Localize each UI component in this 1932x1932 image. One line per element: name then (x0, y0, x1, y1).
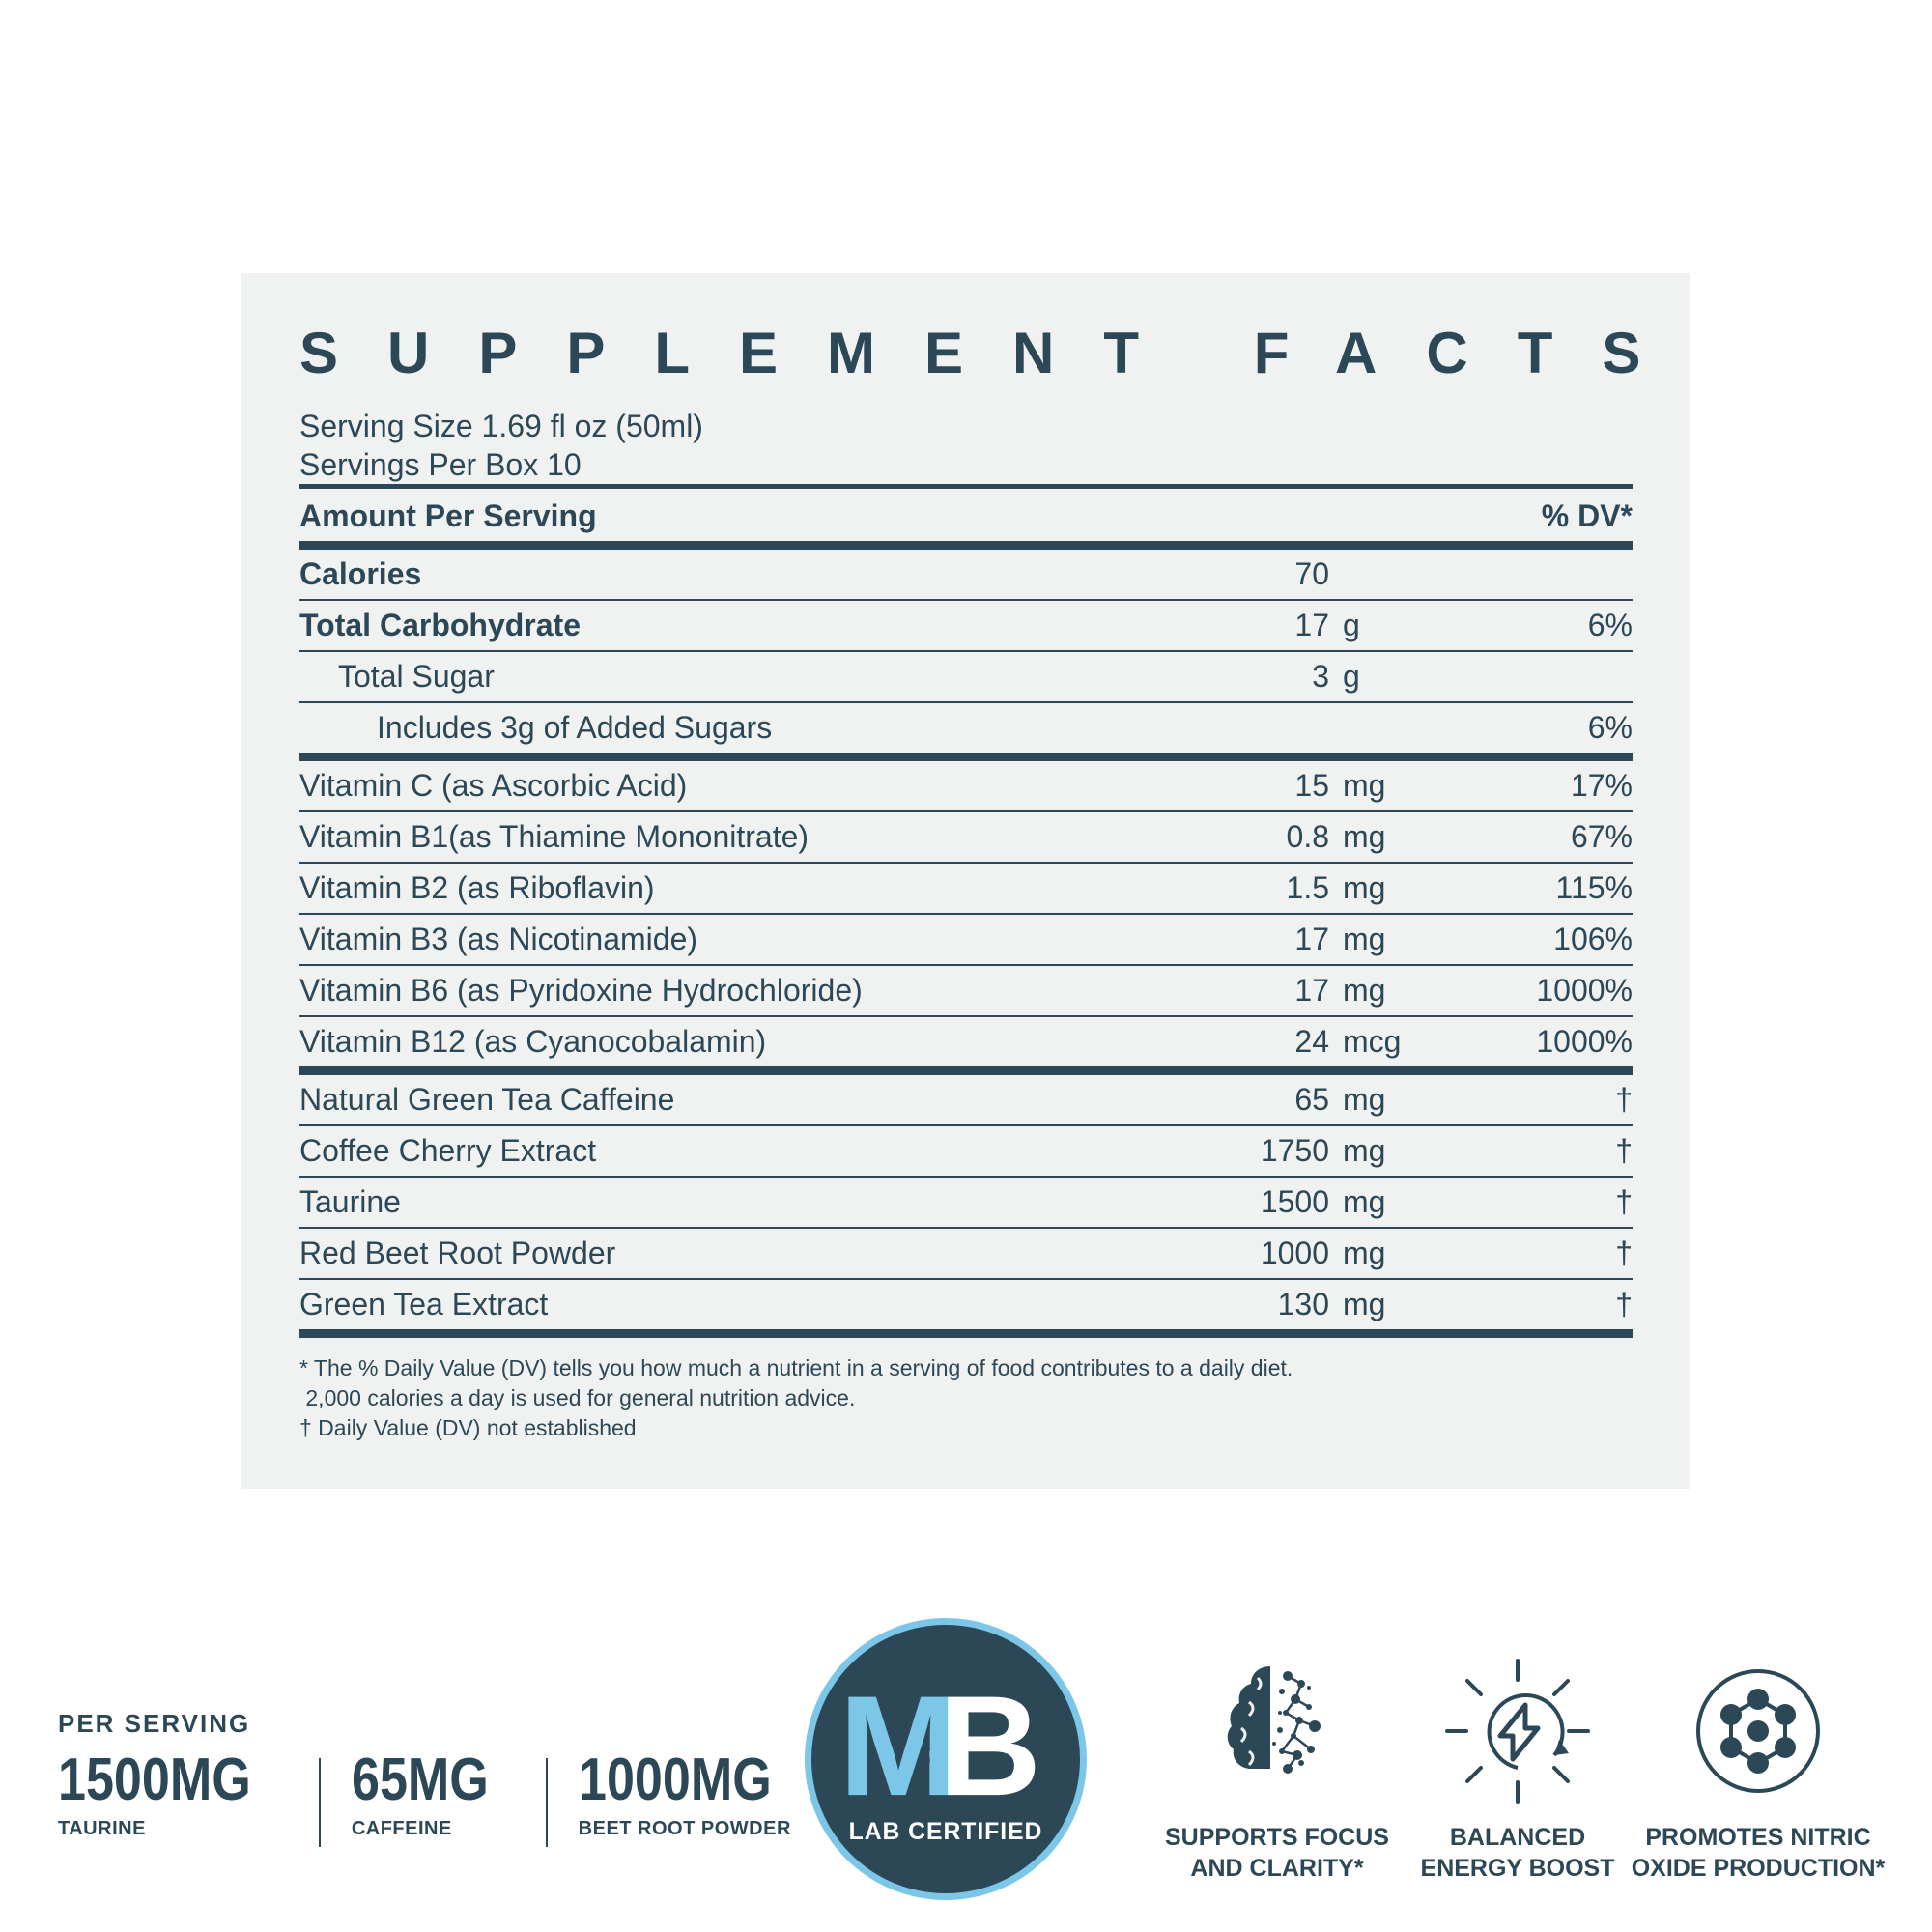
svg-text:i: i (925, 1742, 942, 1808)
svg-text:B: B (938, 1666, 1041, 1826)
svg-text:LAB CERTIFIED: LAB CERTIFIED (849, 1819, 1043, 1845)
